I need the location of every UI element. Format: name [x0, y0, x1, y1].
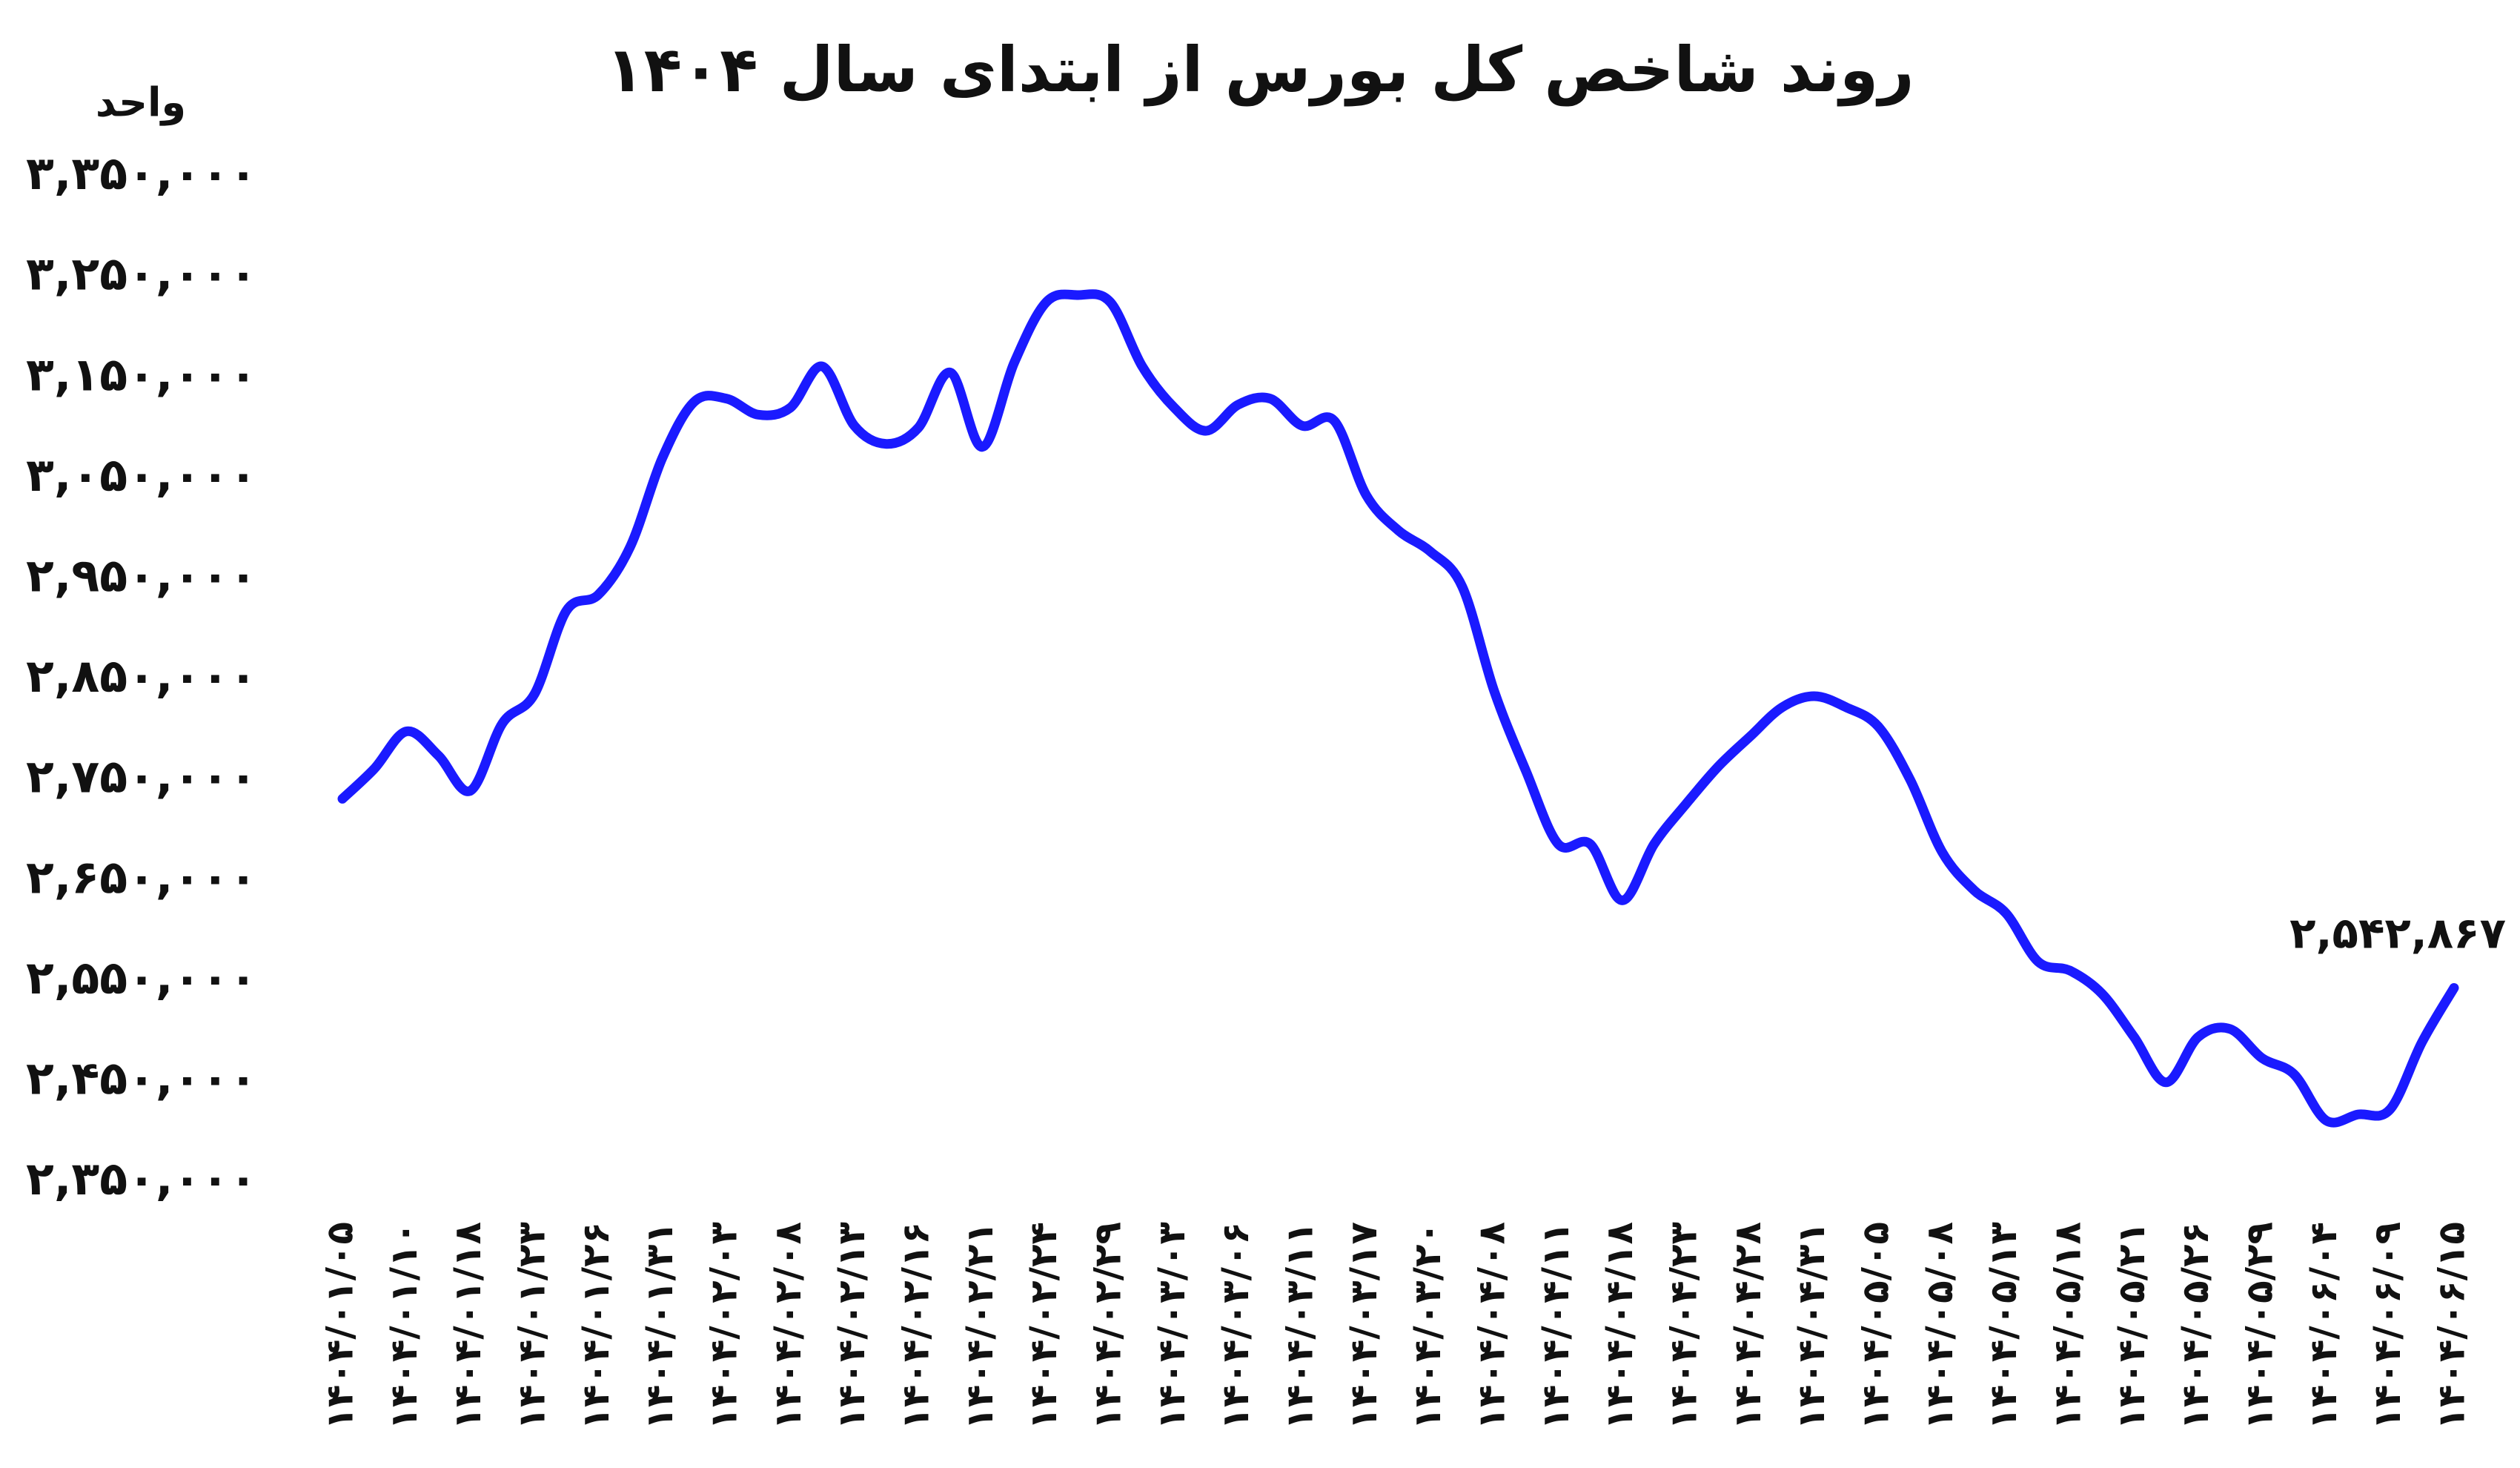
x-tick-label: ۱۴۰۴/۰۳/۱۷: [1342, 1222, 1385, 1430]
y-tick-label: ۳,۳۵۰,۰۰۰: [26, 146, 257, 200]
y-tick-label: ۳,۲۵۰,۰۰۰: [26, 247, 257, 301]
x-tick-label: ۱۴۰۴/۰۲/۱۳: [830, 1222, 873, 1430]
y-tick-label: ۳,۱۵۰,۰۰۰: [26, 347, 257, 401]
y-tick-label: ۲,۵۵۰,۰۰۰: [26, 950, 257, 1005]
y-tick-label: ۲,۷۵۰,۰۰۰: [26, 750, 257, 804]
y-tick-label: ۳,۰۵۰,۰۰۰: [26, 448, 257, 502]
x-tick-label: ۱۴۰۴/۰۲/۰۸: [766, 1222, 809, 1430]
x-tick-label: ۱۴۰۴/۰۲/۱۶: [895, 1222, 938, 1430]
x-tick-label: ۱۴۰۴/۰۲/۲۴: [1022, 1222, 1065, 1430]
x-tick-label: ۱۴۰۴/۰۴/۱۱: [1534, 1222, 1577, 1430]
x-tick-label: ۱۴۰۴/۰۴/۳۱: [1790, 1222, 1833, 1430]
y-tick-label: ۲,۶۵۰,۰۰۰: [26, 850, 257, 904]
x-tick-label: ۱۴۰۴/۰۳/۰۳: [1150, 1222, 1193, 1430]
x-tick-label: ۱۴۰۴/۰۳/۱۱: [1279, 1222, 1322, 1430]
x-tick-label: ۱۴۰۴/۰۶/۱۵: [2430, 1222, 2473, 1430]
x-tick-label: ۱۴۰۴/۰۴/۱۸: [1598, 1222, 1641, 1430]
index-line: [337, 289, 2459, 1128]
x-tick-label: ۱۴۰۴/۰۶/۰۹: [2366, 1222, 2409, 1430]
x-tick-label: ۱۴۰۴/۰۴/۰۸: [1470, 1222, 1513, 1430]
y-tick-label: ۲,۸۵۰,۰۰۰: [26, 649, 257, 703]
x-tick-label: ۱۴۰۴/۰۱/۱۸: [446, 1222, 489, 1430]
x-tick-label: ۱۴۰۴/۰۶/۰۴: [2302, 1222, 2345, 1430]
x-tick-label: ۱۴۰۴/۰۲/۲۱: [958, 1222, 1001, 1430]
x-tick-label: ۱۴۰۴/۰۵/۲۱: [2110, 1222, 2153, 1430]
y-axis-unit: واحد: [96, 79, 186, 126]
x-tick-label: ۱۴۰۴/۰۳/۰۶: [1214, 1222, 1257, 1430]
x-tick-label: ۱۴۰۴/۰۲/۲۹: [1087, 1222, 1130, 1430]
x-tick-label: ۱۴۰۴/۰۱/۱۰: [382, 1222, 425, 1430]
x-tick-label: ۱۴۰۴/۰۵/۰۵: [1854, 1222, 1897, 1430]
y-tick-label: ۲,۹۵۰,۰۰۰: [26, 548, 257, 602]
x-tick-label: ۱۴۰۴/۰۵/۱۳: [1982, 1222, 2025, 1430]
x-tick-label: ۱۴۰۴/۰۱/۲۶: [574, 1222, 617, 1430]
x-tick-label: ۱۴۰۴/۰۲/۰۳: [703, 1222, 746, 1430]
x-tick-label: ۱۴۰۴/۰۵/۰۸: [1918, 1222, 1961, 1430]
value-label: ۲,۵۴۲,۸۶۷: [2289, 908, 2506, 959]
x-tick-label: ۱۴۰۴/۰۵/۲۹: [2238, 1222, 2281, 1430]
x-tick-label: ۱۴۰۴/۰۴/۲۳: [1662, 1222, 1705, 1430]
chart-title: روند شاخص کل بورس از ابتدای سال ۱۴۰۴: [606, 33, 1914, 107]
y-tick-label: ۲,۳۵۰,۰۰۰: [26, 1151, 257, 1206]
x-tick-label: ۱۴۰۴/۰۵/۱۸: [2046, 1222, 2089, 1430]
y-tick-label: ۲,۴۵۰,۰۰۰: [26, 1051, 257, 1105]
x-tick-label: ۱۴۰۴/۰۵/۲۶: [2174, 1222, 2217, 1430]
x-tick-label: ۱۴۰۴/۰۱/۳۱: [638, 1222, 681, 1430]
x-tick-label: ۱۴۰۴/۰۱/۰۵: [319, 1222, 362, 1430]
x-tick-label: ۱۴۰۴/۰۱/۲۳: [511, 1222, 554, 1430]
x-tick-label: ۱۴۰۴/۰۳/۲۰: [1406, 1222, 1449, 1430]
x-tick-label: ۱۴۰۴/۰۴/۲۸: [1726, 1222, 1769, 1430]
